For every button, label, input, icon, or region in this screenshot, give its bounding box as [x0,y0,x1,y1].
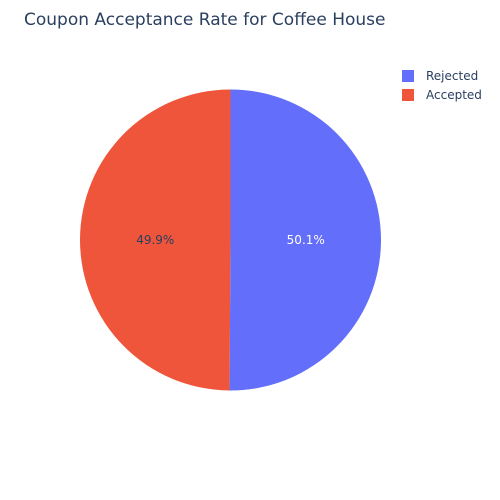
pie-slices [80,89,382,391]
legend-item-rejected[interactable]: Rejected [400,66,482,85]
legend-item-accepted[interactable]: Accepted [400,85,482,104]
chart-title: Coupon Acceptance Rate for Coffee House [24,10,386,30]
legend-label-rejected: Rejected [426,68,479,83]
legend-swatch-rejected [402,69,414,82]
pie-slice-label-accepted: 49.9% [136,233,174,247]
legend-swatch-accepted [402,88,414,101]
legend: Rejected Accepted [400,66,482,104]
legend-label-accepted: Accepted [426,87,482,102]
pie-slice-rejected[interactable] [229,89,382,391]
pie-slice-labels: 50.1% 49.9% [136,233,325,247]
pie-slice-label-rejected: 50.1% [287,233,325,247]
pie-slice-accepted[interactable] [80,89,231,391]
